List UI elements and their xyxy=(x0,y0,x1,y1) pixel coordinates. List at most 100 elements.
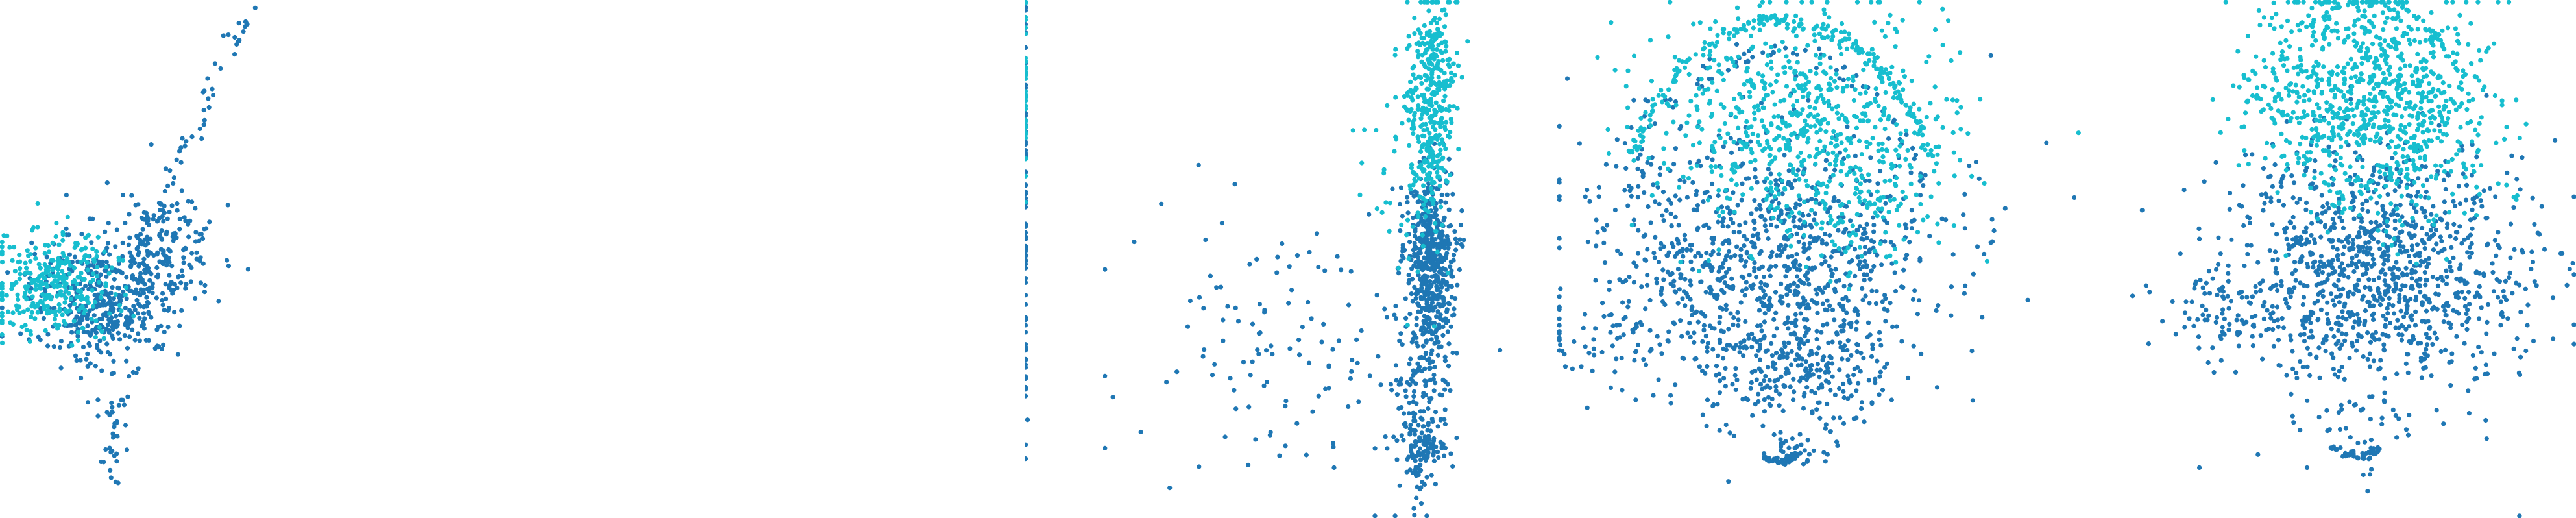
point-1-1359 xyxy=(1891,117,1897,123)
point-1-139 xyxy=(1438,302,1443,308)
point-1-1161 xyxy=(1783,371,1788,376)
point-1-848 xyxy=(1208,273,1213,278)
scatter-panel-3 xyxy=(1103,0,1557,518)
point-2-199 xyxy=(23,323,28,328)
point-1-571 xyxy=(216,299,221,304)
point-1-907 xyxy=(1689,307,1694,312)
point-1-749 xyxy=(1331,440,1336,446)
point-2-529 xyxy=(1873,97,1878,102)
point-2-739 xyxy=(1865,203,1870,208)
point-2-254 xyxy=(1420,53,1425,58)
point-2-596 xyxy=(1666,34,1671,40)
point-1-198 xyxy=(2260,356,2265,362)
point-2-296 xyxy=(78,260,83,265)
point-2-854 xyxy=(1792,19,1797,24)
point-1-147 xyxy=(2205,360,2211,365)
point-1-668 xyxy=(178,160,184,165)
point-1-885 xyxy=(1973,159,1978,165)
point-1-133 xyxy=(1844,310,1849,315)
point-1-605 xyxy=(114,459,119,464)
point-1-1173 xyxy=(1730,382,1735,387)
point-2-842 xyxy=(1714,40,1719,45)
point-2-234 xyxy=(25,284,30,289)
point-1-750 xyxy=(1187,298,1193,304)
point-1-453 xyxy=(1904,226,1909,231)
point-2-628 xyxy=(1843,249,1848,254)
point-1-57 xyxy=(1786,326,1791,331)
point-1-154 xyxy=(1904,132,1909,137)
point-2-666 xyxy=(1819,220,1825,225)
point-1-784 xyxy=(1270,352,1275,357)
point-1-1068 xyxy=(1862,419,1867,425)
point-2-70 xyxy=(24,327,29,333)
point-1-181 xyxy=(1764,228,1769,234)
point-1-520 xyxy=(1414,323,1419,328)
point-1-1097 xyxy=(1731,345,1736,351)
point-2-268 xyxy=(60,238,66,243)
point-2-158 xyxy=(75,338,80,343)
point-1-546 xyxy=(1401,438,1406,443)
point-1-118 xyxy=(1949,284,1954,290)
point-1-686 xyxy=(1431,458,1437,463)
point-2-242 xyxy=(1801,125,1806,131)
series-1 xyxy=(1103,140,1503,518)
point-1-950 xyxy=(1753,167,1758,172)
point-2-394 xyxy=(1688,166,1694,171)
point-1-394 xyxy=(158,323,164,328)
point-1-582 xyxy=(1431,373,1437,378)
point-1-1051 xyxy=(1851,373,1856,378)
point-2-239 xyxy=(68,296,73,301)
point-2-407 xyxy=(1412,177,1417,182)
point-1-64 xyxy=(2324,311,2330,316)
point-1-701 xyxy=(1758,100,1764,106)
point-2-203 xyxy=(50,240,55,245)
point-2-373 xyxy=(1445,57,1450,62)
point-1-17 xyxy=(1629,125,1634,130)
point-2-124 xyxy=(109,265,115,271)
point-1-1044 xyxy=(1801,393,1806,399)
point-1-716 xyxy=(1433,444,1439,449)
point-2-834 xyxy=(1799,21,1804,27)
point-1-995 xyxy=(1715,293,1720,298)
point-1-644 xyxy=(163,166,168,171)
point-1-1333 xyxy=(1640,169,1645,174)
point-1-1069 xyxy=(1823,378,1829,384)
point-1-393 xyxy=(143,338,149,343)
point-1-199 xyxy=(80,317,85,323)
point-1-430 xyxy=(1439,271,1444,276)
point-1-1342 xyxy=(1709,76,1714,82)
point-1-516 xyxy=(161,219,166,224)
point-2-310 xyxy=(14,280,19,285)
point-2-452 xyxy=(1834,85,1840,90)
point-2-913 xyxy=(1673,73,1679,79)
point-1-959 xyxy=(1771,432,1777,438)
point-1-497 xyxy=(1695,319,1701,325)
point-1-98 xyxy=(2250,152,2255,157)
point-2-643 xyxy=(1834,132,1840,138)
point-1-1017 xyxy=(1814,336,1819,342)
point-1-568 xyxy=(1434,284,1439,289)
point-1-1260 xyxy=(1647,349,1653,354)
point-1-83 xyxy=(1721,346,1726,351)
point-2-530 xyxy=(1897,143,1902,149)
point-2-675 xyxy=(1801,232,1806,238)
point-2-618 xyxy=(1727,196,1732,201)
point-2-866 xyxy=(1751,25,1756,31)
point-1-339 xyxy=(1699,310,1704,315)
point-2-527 xyxy=(1764,186,1769,191)
point-2-231 xyxy=(1431,120,1436,125)
point-1-215 xyxy=(1596,194,1601,199)
point-1-693 xyxy=(1418,462,1423,467)
point-2-191 xyxy=(1465,39,1470,44)
point-2-161 xyxy=(92,299,97,304)
point-2-385 xyxy=(1387,228,1392,234)
point-1-547 xyxy=(1779,115,1784,120)
point-1-241 xyxy=(1722,280,1727,286)
point-1-388 xyxy=(1583,194,1588,199)
point-1-970 xyxy=(1819,238,1825,243)
point-1-441 xyxy=(1855,312,1861,317)
point-2-676 xyxy=(1897,164,1902,169)
point-1-805 xyxy=(1723,258,1728,263)
point-1-734 xyxy=(1280,241,1285,247)
point-2-33 xyxy=(1025,132,1028,137)
